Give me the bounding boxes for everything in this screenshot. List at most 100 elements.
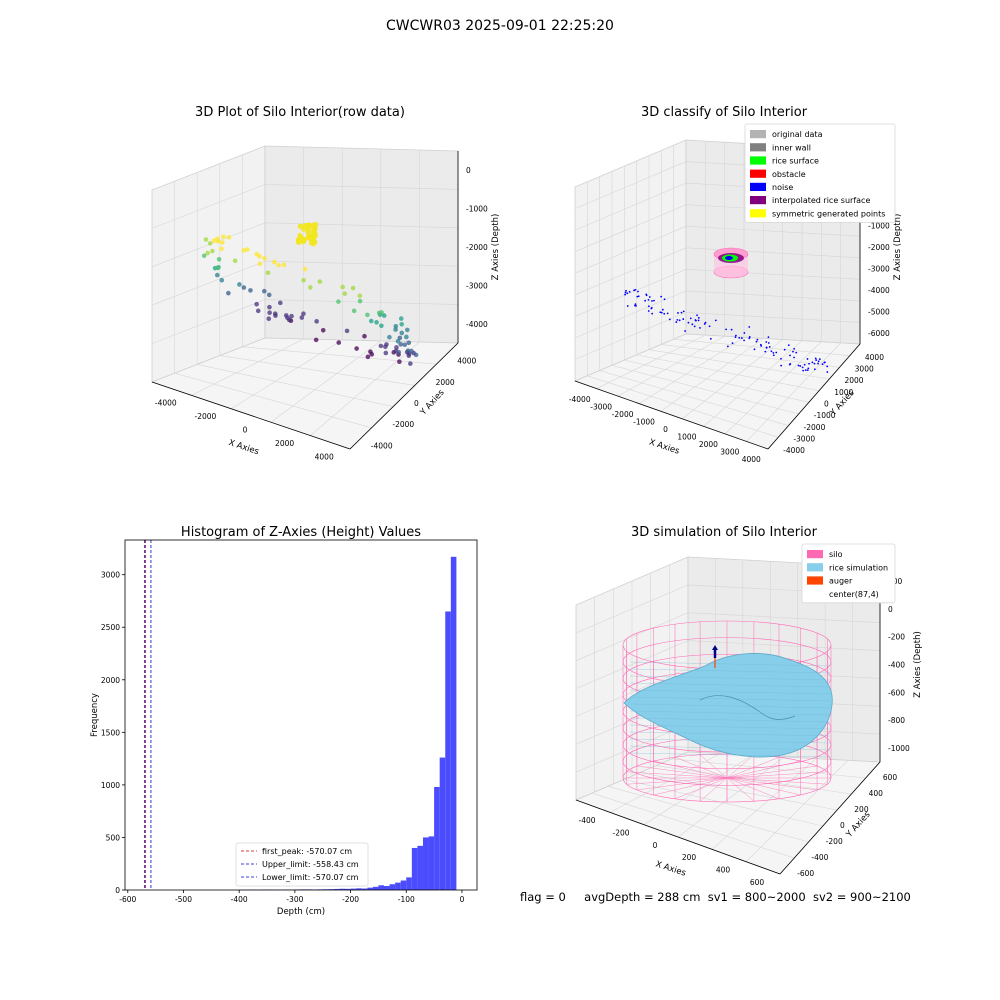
surface-point (310, 241, 316, 247)
noise-point (625, 289, 627, 292)
data-point (219, 246, 224, 252)
data-point (384, 342, 389, 347)
noise-point (697, 319, 700, 322)
data-point (254, 301, 259, 307)
x-tick-label: 600 (750, 878, 765, 887)
rice-ridge (699, 695, 796, 720)
z-tick-label: -2000 (868, 243, 890, 252)
x-tick-label: 2000 (699, 440, 718, 449)
y-tick-label: -2000 (392, 420, 414, 429)
data-point (267, 310, 272, 316)
noise-point (755, 340, 758, 343)
silo-floor-spoke (699, 777, 728, 802)
surface-point (310, 236, 316, 242)
data-point (336, 340, 342, 345)
avg-depth-text: avgDepth = 288 cm (584, 890, 701, 904)
data-point (299, 315, 305, 320)
y-axis-label: Frequency (90, 693, 100, 737)
noise-point (684, 330, 686, 332)
data-point (245, 247, 250, 252)
x-tick-label: -400 (578, 816, 595, 825)
grid-line (574, 312, 861, 360)
noise-point (637, 290, 639, 293)
silo-floor-spoke (674, 777, 728, 799)
y-tick-label: 3000 (101, 571, 120, 580)
silo-floor-spoke (674, 757, 728, 779)
histogram-bar (328, 889, 334, 890)
data-point (342, 291, 348, 297)
x-tick-label: 200 (682, 853, 697, 862)
data-point (216, 256, 222, 262)
grid-line (174, 372, 372, 429)
legend-label: rice simulation (829, 563, 888, 572)
z-tick-label: -800 (888, 716, 905, 725)
noise-point (826, 365, 829, 368)
data-point (273, 313, 278, 318)
classify-scatter-3d: 3D classify of Silo Interior-4000-3000-2… (569, 105, 903, 464)
data-point (336, 299, 341, 304)
histogram-bar (400, 880, 407, 890)
legend-swatch (807, 576, 823, 585)
noise-point (793, 347, 796, 350)
noise-point (789, 354, 791, 357)
noise-point (797, 364, 800, 367)
noise-point (689, 317, 692, 320)
noise-point (808, 362, 810, 365)
silo-floor-spoke (636, 765, 728, 779)
y-tick-label: -4000 (371, 441, 393, 450)
z-tick-label: -1000 (466, 205, 488, 214)
data-point (210, 248, 215, 254)
data-point (398, 342, 404, 347)
y-tick-label: 2000 (436, 378, 455, 387)
data-point (413, 352, 419, 358)
legend: original data inner wall rice surface obsta… (744, 123, 896, 223)
noise-point (815, 359, 818, 361)
plot-frame (124, 539, 478, 891)
z-tick-label: -2000 (466, 243, 488, 252)
noise-point (821, 363, 824, 366)
data-point (340, 284, 346, 290)
histogram-bar (350, 888, 357, 890)
y-tick-label: 0 (824, 400, 829, 409)
noise-point (799, 365, 802, 367)
histogram-bar (439, 757, 446, 890)
grid-line (219, 355, 415, 386)
grid-line (677, 756, 785, 838)
noise-point (708, 325, 711, 328)
data-point (394, 345, 399, 350)
data-point (272, 259, 277, 265)
x-tick-label: 1000 (677, 433, 696, 442)
noise-point (666, 312, 669, 315)
y-tick-label: 2500 (101, 623, 120, 632)
noise-point (803, 363, 806, 366)
noise-point (647, 298, 650, 301)
data-point (365, 312, 370, 318)
rice-mesh-line (629, 703, 831, 709)
grid-line (611, 365, 799, 415)
x-tick-label: -200 (612, 829, 629, 838)
x-axis-label: X Axies (654, 859, 687, 878)
noise-point (793, 356, 795, 359)
data-point (381, 313, 387, 318)
data-point (387, 334, 392, 340)
noise-point (626, 292, 629, 295)
data-point (399, 321, 405, 327)
y-axis-line (767, 343, 861, 450)
legend-label: original data (772, 130, 823, 139)
silo-floor-spoke (626, 777, 728, 785)
data-point (357, 298, 363, 304)
legend-label: Lower_limit: -570.07 cm (262, 873, 359, 882)
noise-point (668, 318, 671, 321)
z-tick-label: -5000 (868, 308, 890, 317)
rice-mesh-line (629, 724, 831, 730)
x-tick-label: -3000 (590, 402, 612, 411)
data-point (301, 278, 306, 283)
grid-line (682, 339, 783, 420)
y-tick-label: 2000 (844, 376, 863, 385)
grid-line (636, 354, 820, 391)
silo-floor-spoke (699, 754, 728, 779)
z-tick-label: -3000 (868, 265, 890, 274)
z-tick-label: -4000 (466, 320, 488, 329)
rice-mesh-line (629, 745, 831, 751)
